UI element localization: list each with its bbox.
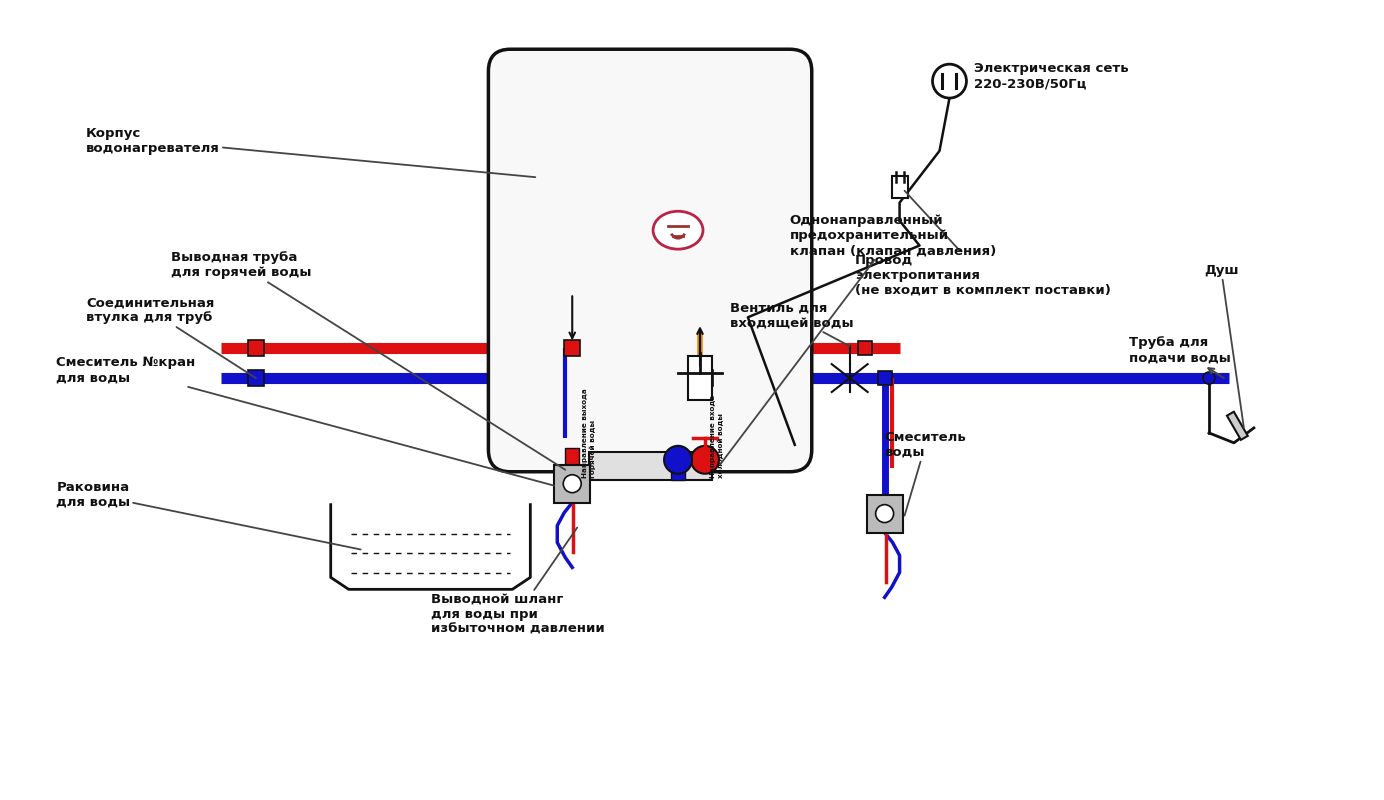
Text: Провод
электропитания
(не входит в комплект поставки): Провод электропитания (не входит в компл… [855,190,1110,297]
Text: Смеситель
воды: Смеситель воды [884,431,966,515]
Circle shape [664,446,692,474]
Text: Соединительная
втулка для труб: Соединительная втулка для труб [86,296,256,378]
Bar [698,370,713,386]
Bar [565,448,580,480]
Text: Труба для
подачи воды: Труба для подачи воды [1129,336,1230,378]
Text: Вентиль для
входящей воды: Вентиль для входящей воды [729,302,854,346]
Bar [554,465,590,502]
Text: Корпус
водонагревателя: Корпус водонагревателя [86,127,536,177]
Bar [1228,412,1248,440]
Circle shape [933,64,966,98]
Text: Электрическая сеть
220-230В/50Гц: Электрическая сеть 220-230В/50Гц [974,62,1129,90]
Circle shape [1203,372,1215,384]
FancyBboxPatch shape [489,50,812,472]
Text: Выводная труба
для горячей воды: Выводная труба для горячей воды [172,251,565,470]
Bar [866,494,902,533]
Bar [248,370,264,386]
Ellipse shape [653,211,703,249]
Circle shape [691,446,718,474]
Bar [858,342,872,355]
Bar [688,356,711,400]
Text: Направление входа
холодной воды: Направление входа холодной воды [710,394,724,478]
Text: Душ: Душ [1204,264,1244,428]
Circle shape [563,474,581,493]
Bar [891,176,908,198]
Text: Раковина
для воды: Раковина для воды [57,481,361,550]
Text: Выводной шланг
для воды при
избыточном давлении: Выводной шланг для воды при избыточном д… [430,527,605,636]
Circle shape [876,505,894,522]
Bar [588,452,711,480]
Text: Смеситель №кран
для воды: Смеситель №кран для воды [57,356,554,486]
Text: Направление выхода
горячей воды: Направление выхода горячей воды [583,388,597,478]
Bar [248,340,264,356]
Text: Однонаправленный
предохранительный
клапан (клапан давления): Однонаправленный предохранительный клапа… [720,214,996,465]
Bar [565,340,580,356]
Bar [877,371,891,385]
Bar [671,448,685,480]
